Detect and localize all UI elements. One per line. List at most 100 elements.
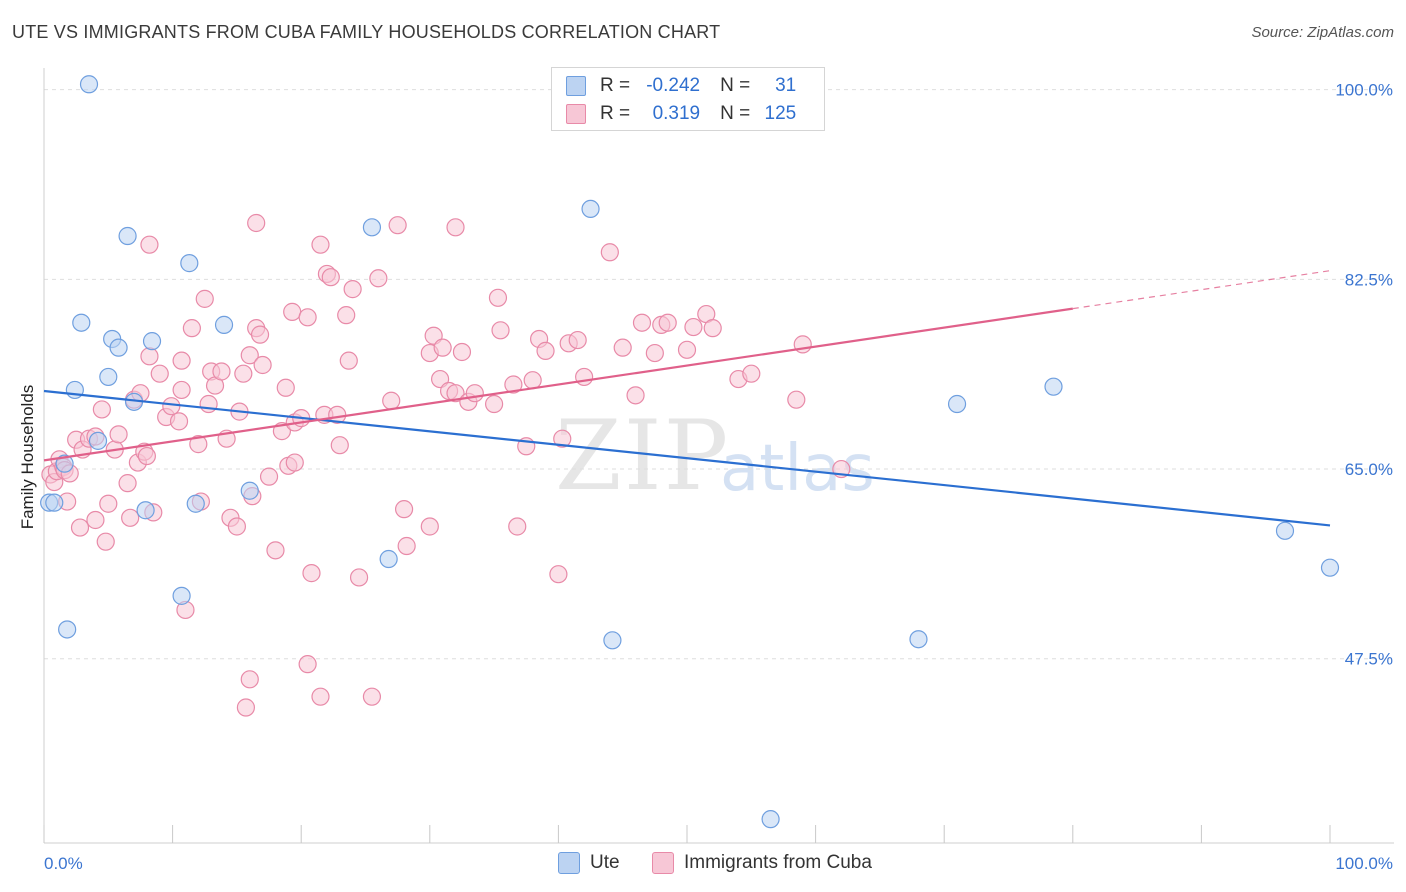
ute-point	[109, 338, 128, 357]
cuba-point	[169, 412, 189, 431]
legend-row-ute: R = -0.242 N = 31	[566, 74, 796, 98]
cuba-point	[212, 362, 231, 381]
cuba-point	[298, 308, 317, 327]
r-label: R =	[600, 75, 631, 96]
cuba-point	[488, 288, 508, 307]
cuba-point	[96, 532, 115, 551]
ute-trend-line	[43, 389, 1331, 527]
ute-point	[118, 226, 137, 246]
ute-point	[947, 394, 967, 414]
legend-swatch-ute	[558, 852, 580, 874]
ute-point	[186, 494, 205, 513]
legend-item-cuba[interactable]: Immigrants from Cuba	[652, 852, 872, 874]
ute-point	[1320, 558, 1340, 577]
ute-point	[55, 454, 74, 473]
cuba-point	[703, 319, 722, 338]
cuba-point	[485, 394, 504, 414]
cuba-point	[283, 302, 302, 321]
cuba-point	[311, 235, 330, 254]
legend-swatch-cuba	[652, 852, 674, 874]
cuba-point	[236, 698, 256, 717]
ute-point	[172, 586, 191, 605]
cuba-point	[553, 429, 572, 448]
cuba-point	[504, 375, 523, 394]
cuba-point	[600, 243, 619, 262]
ute-point	[99, 367, 118, 387]
cuba-point	[491, 321, 510, 340]
legend-swatch-cuba	[566, 104, 586, 124]
cuba-point	[311, 687, 330, 706]
cuba-point	[140, 347, 159, 366]
ute-point	[180, 254, 199, 273]
cuba-point	[349, 568, 369, 587]
tick-labels: 47.5% 65.0% 82.5% 100.0% 0.0% 100.0%	[44, 81, 1393, 873]
cuba-point	[787, 390, 806, 409]
cuba-point	[92, 400, 111, 419]
cuba-point	[86, 510, 105, 530]
cuba-point	[508, 517, 527, 536]
correlation-legend: R = -0.242 N = 31 R = 0.319 N = 125	[551, 67, 825, 131]
cuba-point	[227, 517, 246, 536]
cuba-point	[626, 386, 645, 405]
cuba-point	[172, 351, 191, 370]
legend-row-cuba: R = 0.319 N = 125	[566, 102, 796, 126]
cuba-point	[199, 394, 218, 414]
cuba-point	[382, 391, 401, 410]
cuba-point	[446, 218, 465, 237]
cuba-point	[302, 564, 321, 583]
ute-point	[79, 75, 99, 94]
cuba-point	[465, 384, 484, 403]
n-value: 31	[775, 75, 797, 96]
ute-point	[214, 315, 234, 334]
chart-title: UTE VS IMMIGRANTS FROM CUBA FAMILY HOUSE…	[12, 22, 721, 42]
cuba-point	[446, 384, 465, 403]
legend-item-ute[interactable]: Ute	[558, 852, 620, 874]
ute-point	[1044, 377, 1063, 396]
ute-point	[603, 631, 622, 650]
cuba-point	[321, 268, 340, 287]
cuba-point	[575, 367, 594, 387]
axes	[43, 68, 1394, 844]
cuba-point	[121, 508, 140, 527]
legend-label-ute: Ute	[590, 852, 620, 873]
cuba-point	[140, 235, 159, 254]
cuba-point	[234, 364, 253, 383]
cuba-point	[362, 687, 382, 706]
y-tick-label: 47.5%	[1345, 650, 1393, 669]
cuba-point	[240, 670, 259, 689]
cuba-point	[369, 269, 388, 288]
trend-lines	[43, 270, 1331, 527]
cuba-trend-line	[43, 307, 1073, 462]
ute-point	[136, 501, 155, 520]
y-tick-label: 100.0%	[1335, 81, 1393, 100]
ute-point	[72, 313, 91, 332]
cuba-point	[285, 453, 304, 472]
cuba-point	[658, 313, 677, 332]
cuba-point	[195, 289, 214, 308]
cuba-point	[118, 474, 137, 493]
n-value: 125	[764, 103, 797, 124]
ute-point	[581, 199, 600, 219]
ute-point	[1275, 521, 1295, 540]
ute-point	[58, 620, 77, 639]
cuba-point	[677, 340, 697, 359]
x-tick-label: 100.0%	[1335, 854, 1393, 873]
cuba-point	[568, 330, 587, 350]
cuba-point	[343, 280, 362, 299]
cuba-point	[150, 364, 169, 383]
n-label: N =	[720, 103, 751, 124]
cuba-point	[70, 518, 90, 537]
ute-point	[379, 549, 398, 569]
cuba-point	[536, 341, 555, 361]
cuba-point	[189, 435, 208, 454]
cuba-point	[388, 216, 407, 235]
r-label: R =	[600, 103, 631, 124]
cuba-point	[259, 467, 279, 486]
cuba-point	[162, 397, 181, 416]
cuba-point	[645, 343, 664, 363]
cuba-point	[613, 338, 632, 357]
ute-point	[362, 218, 382, 237]
cuba-point	[172, 380, 191, 400]
cuba-point	[420, 517, 439, 536]
